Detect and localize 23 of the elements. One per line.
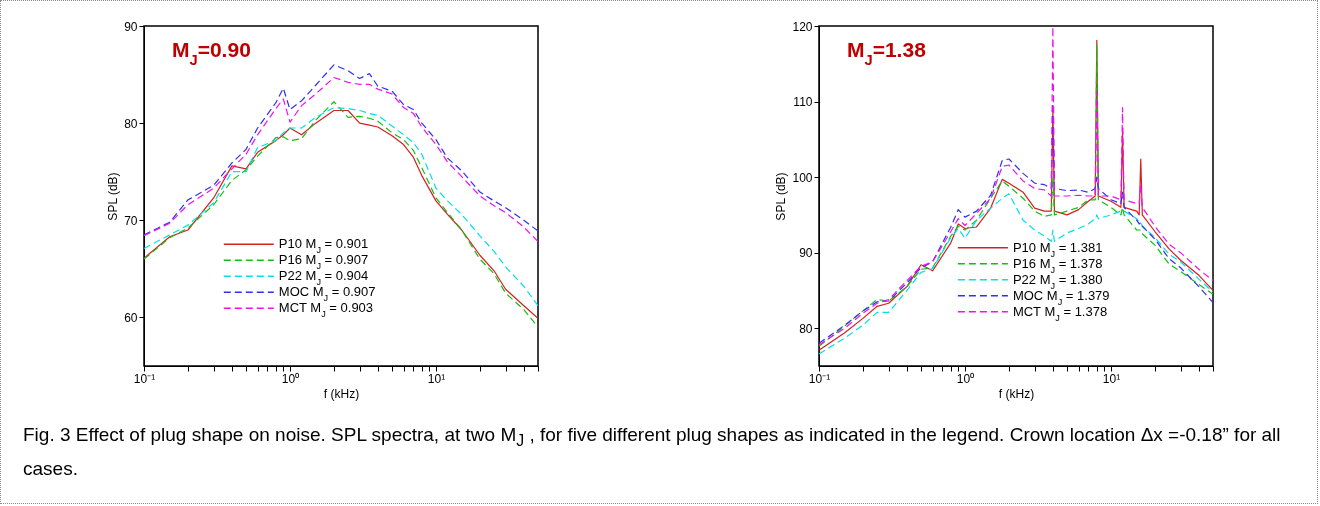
x-tick-label: 10¹ — [1102, 371, 1121, 386]
y-tick-label: 70 — [124, 213, 138, 228]
y-tick-label: 90 — [799, 246, 813, 261]
x-tick-label: 10¹ — [427, 371, 446, 386]
text: M$_{J}$=0.90 — [172, 38, 251, 68]
legend-label: P10 M$_{J}$ = 1.381 — [1012, 239, 1103, 259]
x-tick-label: 10⁰ — [956, 371, 975, 386]
x-tick-label: 10⁰ — [281, 371, 300, 386]
x-axis-title: f (kHz) — [323, 386, 360, 401]
text: Fig. 3 Effect of plug shape on noise. SPL spectra, at two M$_{J}$ , for five different plug shapes as indicated in the legend. Crown location Δx =-0.18” for all cases. — [23, 424, 1281, 479]
y-tick-label: 100 — [792, 170, 813, 185]
y-tick-label: 90 — [124, 19, 138, 34]
y-tick-label: 110 — [793, 95, 813, 110]
y-tick-label: 120 — [792, 19, 813, 34]
y-tick-label: 80 — [124, 116, 138, 131]
text: M$_{J}$=1.38 — [847, 38, 927, 68]
y-axis-title: SPL (dB) — [106, 172, 121, 221]
x-axis-title: f (kHz) — [998, 386, 1035, 401]
x-tick-label: 10⁻¹ — [133, 371, 156, 386]
y-tick-label: 60 — [124, 310, 138, 325]
x-tick-label: 10⁻¹ — [808, 371, 831, 386]
y-axis-title: SPL (dB) — [774, 172, 789, 221]
y-tick-label: 80 — [799, 321, 813, 336]
